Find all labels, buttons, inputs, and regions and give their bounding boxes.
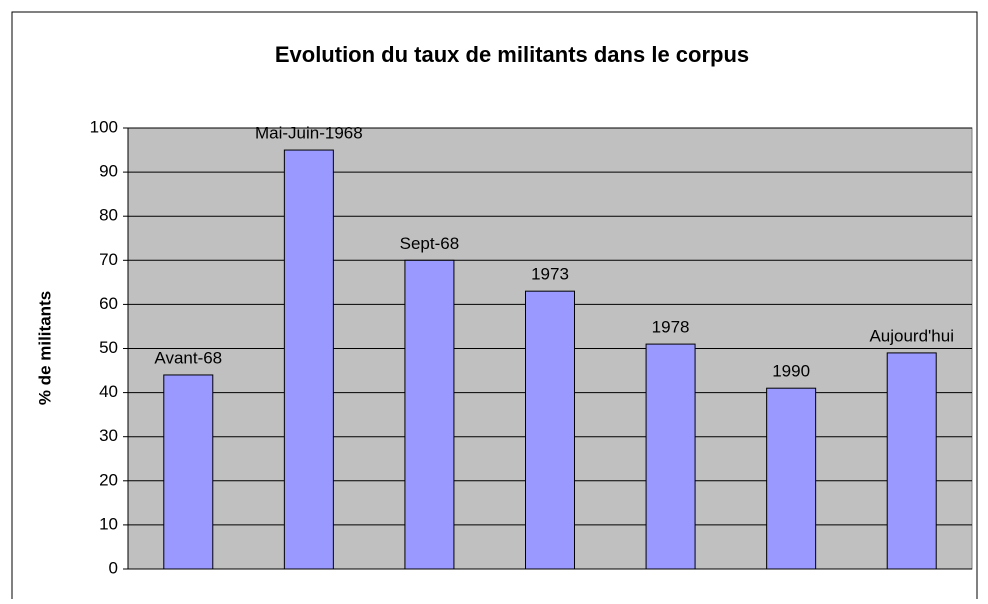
bar-label: Aujourd'hui <box>869 326 954 345</box>
bar <box>525 290 575 570</box>
y-axis-label: % de militants <box>35 291 54 405</box>
bar-label: Avant-68 <box>154 348 222 367</box>
y-tick-label: 70 <box>99 250 118 269</box>
bar-label: Mai-Juin-1968 <box>255 124 363 143</box>
bar <box>886 352 937 570</box>
y-tick-label: 60 <box>99 294 118 313</box>
bar-label: 1973 <box>531 265 569 284</box>
y-tick-label: 100 <box>90 117 118 136</box>
bar <box>163 374 214 570</box>
bar-label: Sept-68 <box>400 234 460 253</box>
bar <box>283 149 334 570</box>
bar-label: 1990 <box>772 362 810 381</box>
y-tick-label: 80 <box>99 206 118 225</box>
bar <box>766 387 817 570</box>
y-tick-label: 0 <box>109 558 118 577</box>
y-tick-label: 40 <box>99 382 118 401</box>
chart-title: Evolution du taux de militants dans le c… <box>275 42 749 67</box>
y-tick-label: 20 <box>99 470 118 489</box>
y-tick-label: 90 <box>99 162 118 181</box>
y-tick-label: 50 <box>99 338 118 357</box>
bar <box>404 259 455 570</box>
bar <box>645 343 696 570</box>
y-tick-label: 10 <box>99 514 118 533</box>
bar-label: 1978 <box>652 318 690 337</box>
y-tick-label: 30 <box>99 426 118 445</box>
